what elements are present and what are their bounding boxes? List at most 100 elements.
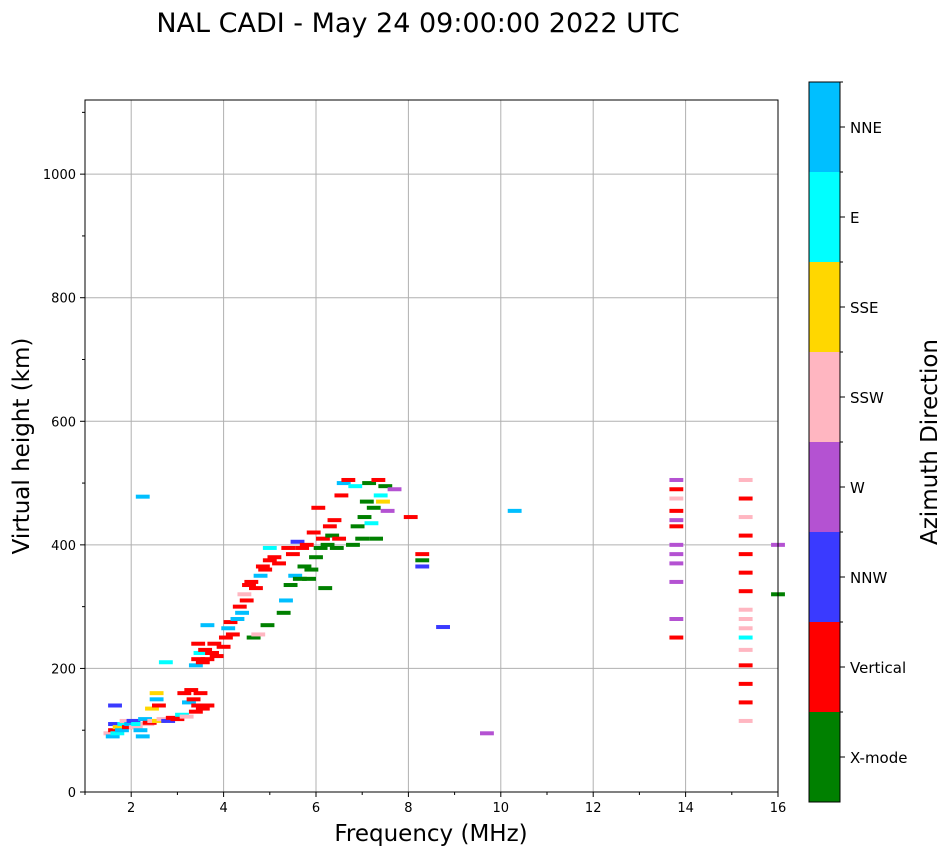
data-marks bbox=[103, 477, 785, 739]
x-tick-label: 14 bbox=[677, 801, 694, 816]
data-mark-nne bbox=[149, 697, 164, 702]
data-mark-x-mode bbox=[369, 536, 383, 541]
data-mark-x-mode bbox=[304, 567, 319, 572]
data-mark-nne bbox=[235, 610, 250, 615]
data-mark-nne bbox=[182, 700, 196, 705]
data-mark-vertical bbox=[198, 647, 213, 652]
data-mark-vertical bbox=[669, 487, 684, 492]
data-mark-nnw bbox=[108, 722, 122, 727]
data-mark-nne bbox=[138, 717, 152, 722]
colorbar-label: Azimuth Direction bbox=[917, 339, 943, 545]
data-mark-w bbox=[669, 561, 684, 566]
data-mark-x-mode bbox=[292, 576, 307, 581]
data-mark-vertical bbox=[242, 583, 256, 588]
x-tick-label: 8 bbox=[404, 801, 412, 816]
data-mark-e bbox=[364, 521, 379, 526]
data-mark-vertical bbox=[244, 579, 259, 584]
data-mark-vertical bbox=[177, 691, 192, 696]
data-mark-nnw bbox=[126, 718, 141, 723]
data-mark-nnw bbox=[108, 703, 122, 708]
data-mark-e bbox=[110, 731, 125, 736]
data-mark-x-mode bbox=[283, 583, 298, 588]
data-mark-vertical bbox=[188, 709, 203, 714]
data-mark-nne bbox=[200, 623, 215, 628]
data-mark-vertical bbox=[225, 632, 240, 637]
data-mark-vertical bbox=[200, 703, 215, 708]
data-mark-nne bbox=[115, 728, 129, 733]
data-mark-x-mode bbox=[260, 623, 275, 628]
data-mark-e bbox=[348, 484, 363, 489]
data-mark-x-mode bbox=[320, 542, 335, 547]
x-tick-label: 12 bbox=[585, 801, 602, 816]
plot-frame bbox=[84, 99, 779, 793]
data-mark-x-mode bbox=[302, 576, 316, 581]
data-mark-vertical bbox=[281, 545, 296, 550]
data-mark-x-mode bbox=[297, 564, 312, 569]
data-mark-x-mode bbox=[359, 499, 374, 504]
data-mark-ssw bbox=[738, 626, 753, 631]
data-mark-vertical bbox=[299, 542, 314, 547]
data-mark-vertical bbox=[738, 589, 753, 594]
data-mark-e bbox=[373, 493, 388, 498]
data-mark-x-mode bbox=[276, 610, 291, 615]
data-mark-vertical bbox=[262, 558, 277, 563]
data-mark-x-mode bbox=[378, 484, 393, 489]
data-mark-w bbox=[387, 487, 402, 492]
y-tick-label: 600 bbox=[51, 415, 76, 430]
x-tick-label: 6 bbox=[312, 801, 320, 816]
data-mark-vertical bbox=[738, 681, 753, 686]
data-mark-x-mode bbox=[329, 545, 344, 550]
data-mark-x-mode bbox=[355, 536, 370, 541]
data-mark-vertical bbox=[669, 524, 684, 529]
data-mark-vertical bbox=[371, 477, 386, 482]
y-tick-label: 1000 bbox=[43, 168, 76, 183]
colorbar-segment-e bbox=[809, 172, 840, 262]
x-axis: 2 4 6 8 10 12 14 16 bbox=[84, 792, 786, 816]
data-mark-w bbox=[380, 508, 395, 513]
colorbar-label-ssw: SSW bbox=[850, 389, 884, 407]
data-mark-vertical bbox=[738, 570, 753, 575]
data-mark-vertical bbox=[249, 586, 263, 591]
colorbar-label-sse: SSE bbox=[850, 299, 879, 317]
data-mark-ssw bbox=[738, 607, 753, 612]
data-mark-vertical bbox=[327, 518, 342, 523]
data-mark-vertical bbox=[232, 604, 247, 609]
data-mark-x-mode bbox=[415, 558, 430, 563]
data-mark-vertical bbox=[738, 663, 753, 668]
data-mark-vertical bbox=[258, 567, 273, 572]
colorbar-segment-x-mode bbox=[809, 712, 840, 802]
data-mark-vertical bbox=[223, 620, 238, 625]
data-mark-ssw bbox=[179, 714, 194, 719]
data-mark-vertical bbox=[186, 697, 201, 702]
data-mark-vertical bbox=[193, 691, 208, 696]
data-mark-nnw bbox=[161, 718, 176, 723]
data-mark-ssw bbox=[251, 632, 266, 637]
data-mark-x-mode bbox=[357, 515, 372, 520]
data-mark-w bbox=[669, 617, 684, 621]
data-mark-vertical bbox=[195, 706, 210, 711]
data-mark-vertical bbox=[207, 641, 222, 646]
colorbar: X-mode Vertical NNW W SSW SSE E NNE bbox=[808, 81, 907, 803]
data-mark-vertical bbox=[295, 545, 310, 550]
colorbar-label-vertical: Vertical bbox=[850, 659, 906, 677]
data-mark-vertical bbox=[267, 555, 282, 560]
data-mark-w bbox=[480, 731, 494, 736]
data-mark-vertical bbox=[239, 598, 254, 603]
data-mark-x-mode bbox=[325, 533, 340, 538]
grid bbox=[85, 100, 778, 792]
data-mark-ssw bbox=[237, 592, 252, 597]
data-mark-x-mode bbox=[313, 545, 328, 550]
colorbar-segment-ssw bbox=[809, 352, 840, 442]
data-mark-vertical bbox=[316, 536, 330, 541]
data-mark-vertical bbox=[200, 657, 215, 662]
colorbar-frame bbox=[808, 81, 841, 803]
data-mark-vertical bbox=[151, 703, 166, 708]
data-mark-nne bbox=[188, 663, 203, 668]
data-mark-ssw bbox=[738, 647, 753, 652]
data-mark-vertical bbox=[255, 564, 270, 569]
data-mark-vertical bbox=[334, 493, 349, 498]
data-mark-nne bbox=[135, 734, 150, 739]
data-mark-nnw bbox=[436, 625, 450, 630]
data-mark-sse bbox=[112, 725, 127, 730]
